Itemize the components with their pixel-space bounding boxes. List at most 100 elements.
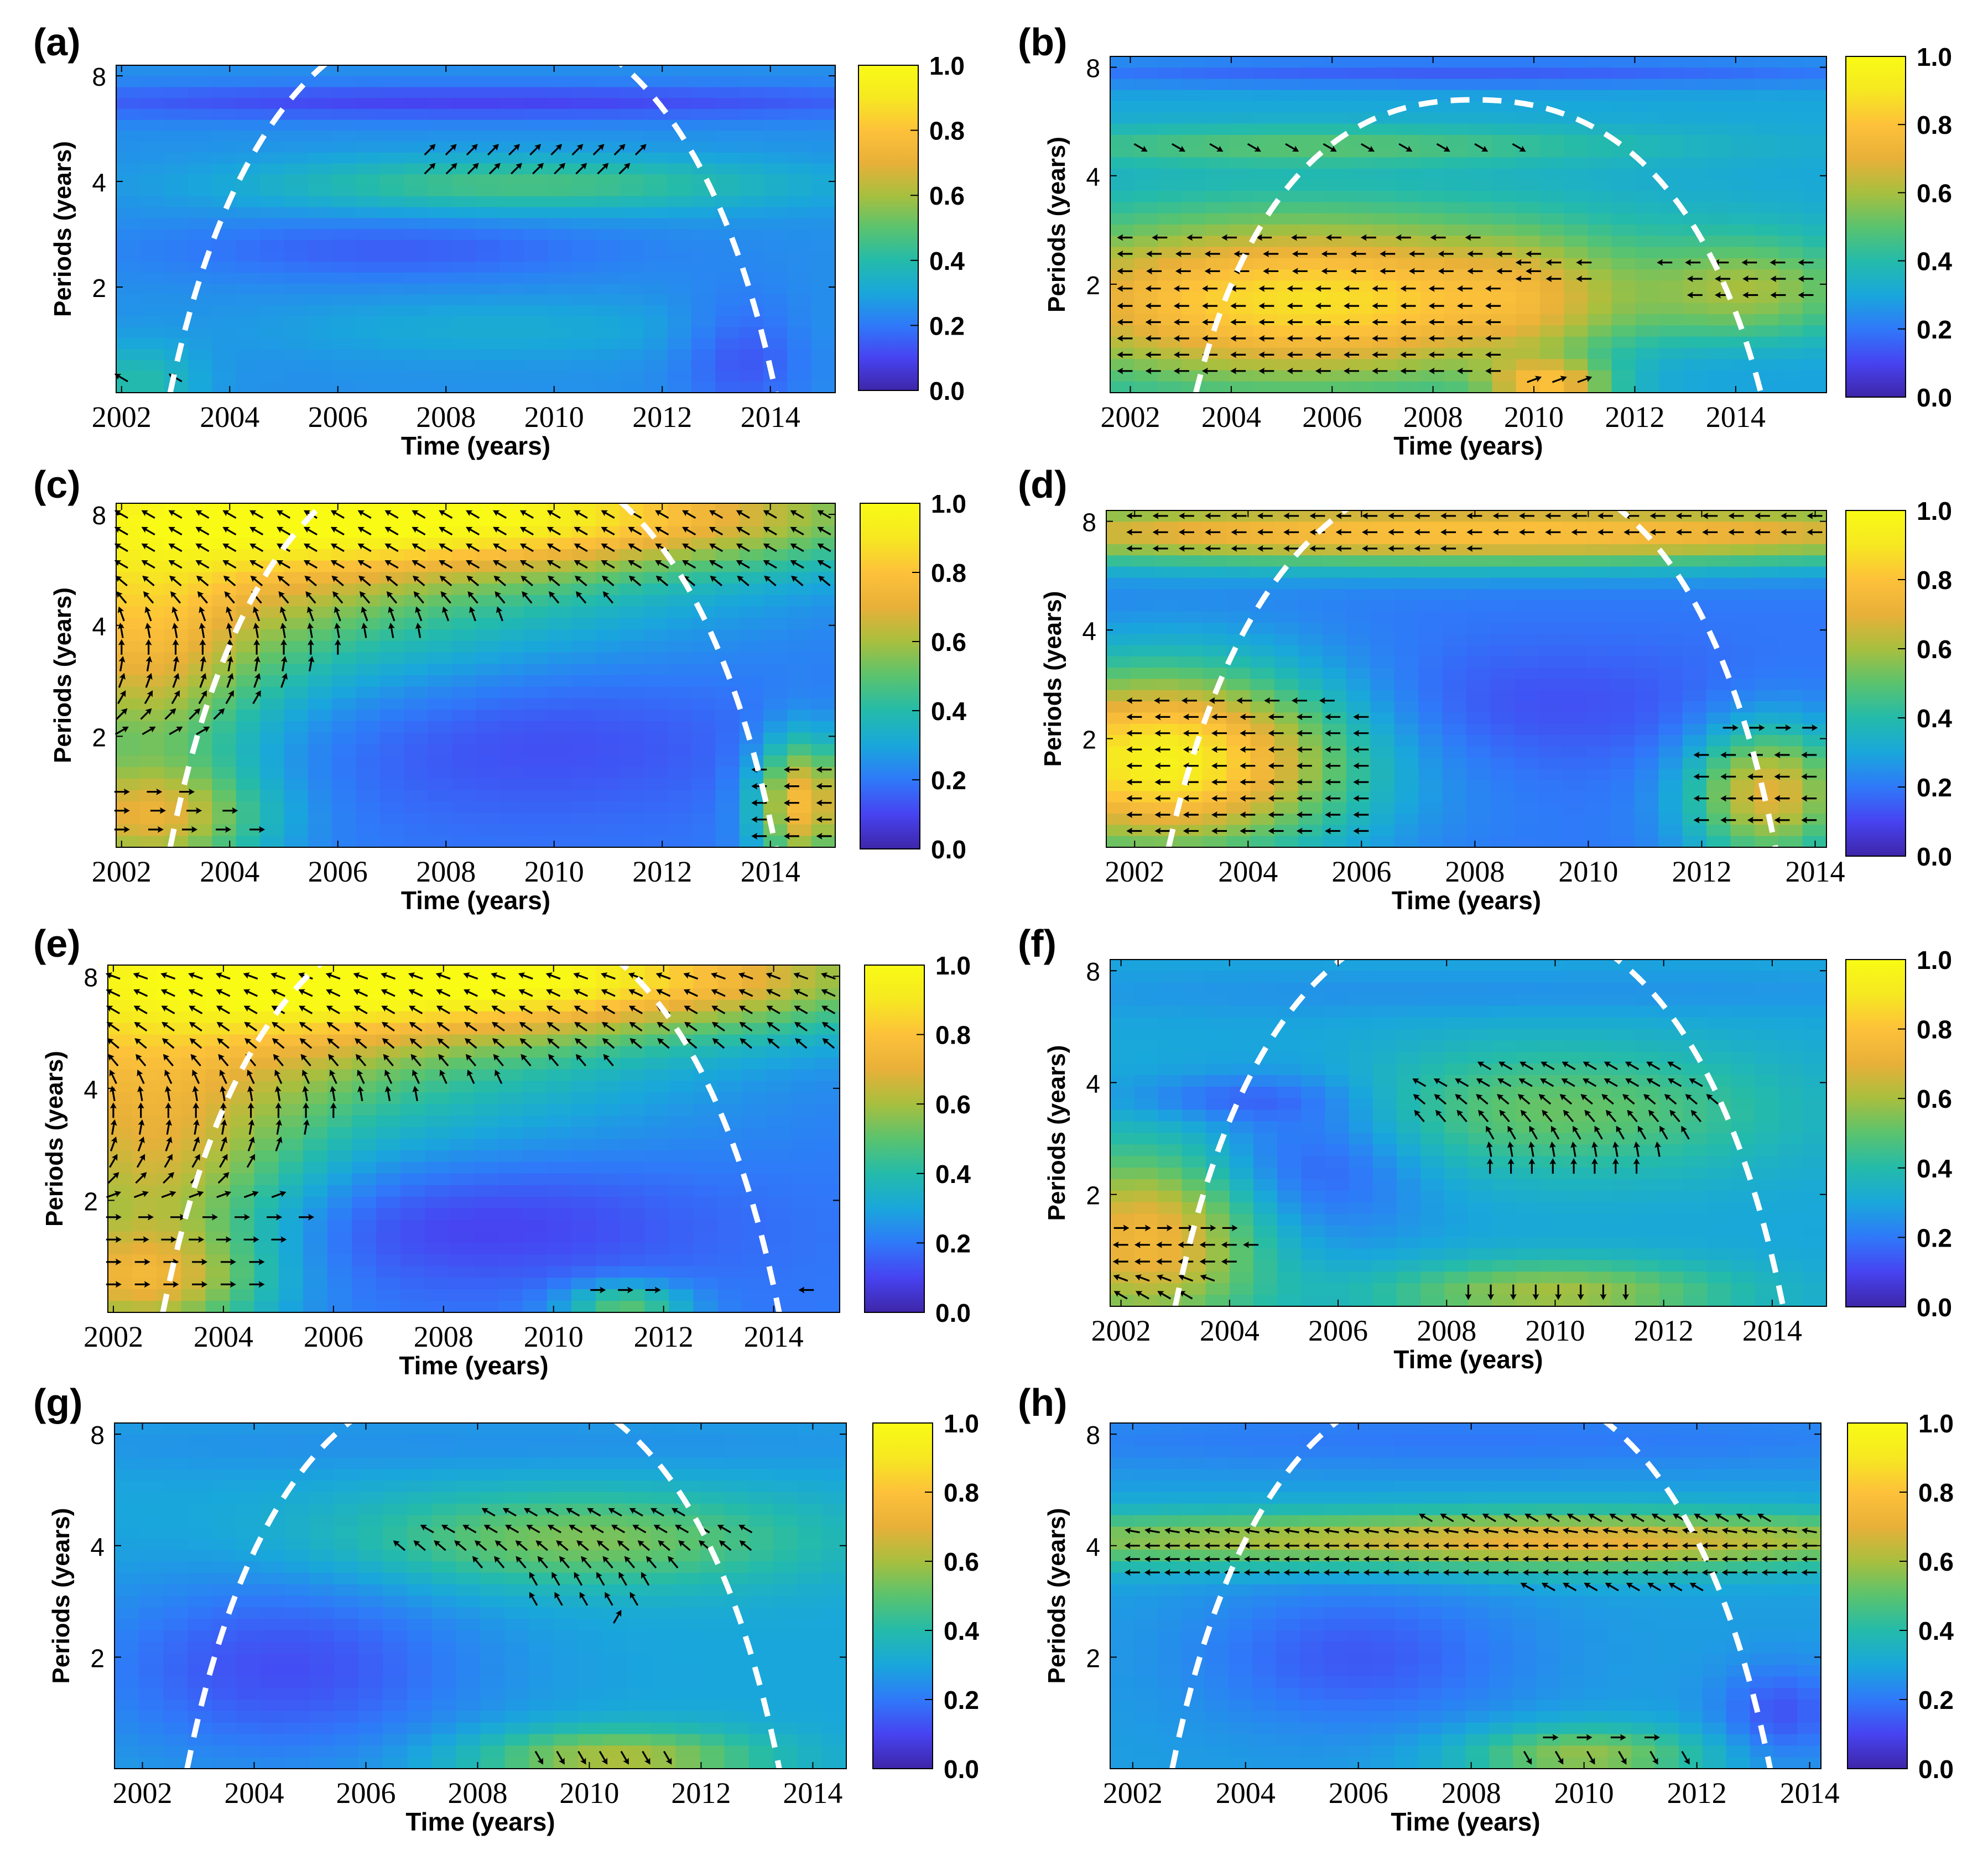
- heatmap-cell: [620, 686, 644, 699]
- arrow-shaft: [487, 146, 497, 156]
- heatmap-cell: [523, 686, 548, 699]
- heatmap-cell: [260, 283, 285, 295]
- heatmap-cell: [643, 152, 668, 164]
- arrow-shaft: [1361, 143, 1372, 151]
- heatmap-cell: [1778, 247, 1803, 259]
- heatmap-cell: [212, 207, 237, 218]
- heatmap-cell: [236, 207, 261, 218]
- heatmap-cell: [1372, 370, 1397, 382]
- arrow-head: [817, 543, 825, 550]
- phase-arrow: [736, 527, 750, 536]
- arrow-shaft: [280, 593, 289, 604]
- heatmap-cell: [260, 119, 285, 132]
- heatmap-cell: [1274, 768, 1299, 780]
- heatmap-cell: [260, 824, 285, 836]
- arrow-shaft: [445, 165, 455, 175]
- heatmap-cell: [1707, 347, 1732, 359]
- heatmap-cell: [1659, 359, 1684, 371]
- phase-arrow: [571, 144, 584, 156]
- heatmap-cell: [1298, 589, 1323, 601]
- heatmap-cell: [212, 514, 237, 527]
- phase-arrow: [1145, 319, 1161, 326]
- heatmap-cell: [787, 87, 812, 98]
- heatmap-cell: [811, 338, 836, 350]
- phase-arrow: [118, 656, 126, 671]
- heatmap-cell: [1250, 836, 1275, 848]
- heatmap-cell: [595, 686, 620, 699]
- heatmap-cell: [1442, 791, 1467, 803]
- heatmap-cell: [451, 76, 476, 88]
- heatmap-cell: [188, 87, 213, 98]
- heatmap-cell: [284, 218, 309, 230]
- heatmap-cell: [1634, 735, 1659, 747]
- heatmap-cell: [164, 618, 189, 630]
- heatmap-cell: [236, 675, 261, 687]
- phase-arrow: [280, 656, 288, 671]
- heatmap-cell: [404, 790, 429, 802]
- arrow-head: [1526, 251, 1532, 257]
- heatmap-cell: [404, 305, 429, 317]
- heatmap-cell: [116, 196, 141, 208]
- heatmap-cell: [1562, 623, 1587, 635]
- phase-arrow: [445, 163, 457, 175]
- phase-arrow: [170, 591, 181, 604]
- heatmap-cell: [428, 778, 452, 791]
- heatmap-cell: [1154, 634, 1179, 646]
- heatmap-cell: [1130, 825, 1155, 837]
- heatmap-cell: [332, 371, 357, 382]
- heatmap-cell: [379, 327, 404, 339]
- arrow-shaft: [603, 561, 615, 569]
- arrow-head: [764, 575, 771, 582]
- heatmap-cell: [1394, 757, 1419, 769]
- heatmap-cell: [1731, 191, 1756, 203]
- heatmap-cell: [1274, 589, 1299, 601]
- heatmap-cell: [715, 371, 740, 382]
- heatmap-cell: [1802, 90, 1827, 102]
- heatmap-cell: [715, 87, 740, 98]
- heatmap-cell: [1277, 202, 1302, 214]
- heatmap-cell: [1226, 802, 1251, 814]
- arrow-shaft: [469, 561, 480, 569]
- heatmap-cell: [1182, 225, 1206, 237]
- heatmap-cell: [763, 185, 788, 197]
- heatmap-cell: [428, 251, 452, 262]
- arrow-head: [450, 163, 457, 170]
- heatmap-cell: [643, 119, 668, 132]
- heatmap-cell: [739, 526, 764, 538]
- arrow-head: [224, 591, 231, 598]
- heatmap-cell: [1301, 123, 1326, 135]
- heatmap-cell: [236, 549, 261, 561]
- heatmap-cell: [1658, 600, 1683, 612]
- heatmap-cell: [212, 790, 237, 802]
- heatmap-cell: [715, 152, 740, 164]
- phase-arrow: [1485, 351, 1501, 358]
- phase-arrow: [574, 543, 588, 552]
- heatmap-cell: [1538, 690, 1563, 702]
- heatmap-cell: [595, 119, 620, 132]
- arrow-head: [168, 527, 176, 533]
- heatmap-cell: [1130, 555, 1155, 567]
- heatmap-cell: [667, 755, 692, 768]
- heatmap-cell: [715, 185, 740, 197]
- heatmap-cell: [1468, 157, 1493, 169]
- heatmap-cell: [1277, 79, 1302, 91]
- heatmap-cell: [1394, 746, 1419, 758]
- heatmap-cell: [1370, 735, 1395, 747]
- phase-arrow: [277, 510, 291, 519]
- heatmap-cell: [1182, 56, 1206, 69]
- heatmap-cell: [620, 721, 644, 733]
- heatmap-cell: [1634, 825, 1659, 837]
- heatmap-cell: [356, 812, 381, 825]
- heatmap-cell: [548, 338, 573, 350]
- heatmap-cell: [260, 207, 285, 218]
- heatmap-cell: [1540, 314, 1564, 326]
- heatmap-cell: [404, 618, 429, 630]
- arrow-head: [1798, 291, 1804, 299]
- heatmap-cell: [284, 382, 309, 393]
- heatmap-cell: [260, 218, 285, 230]
- heatmap-cell: [763, 710, 788, 722]
- heatmap-cell: [1154, 555, 1179, 567]
- heatmap-cell: [308, 272, 332, 284]
- phase-arrow: [1372, 351, 1388, 358]
